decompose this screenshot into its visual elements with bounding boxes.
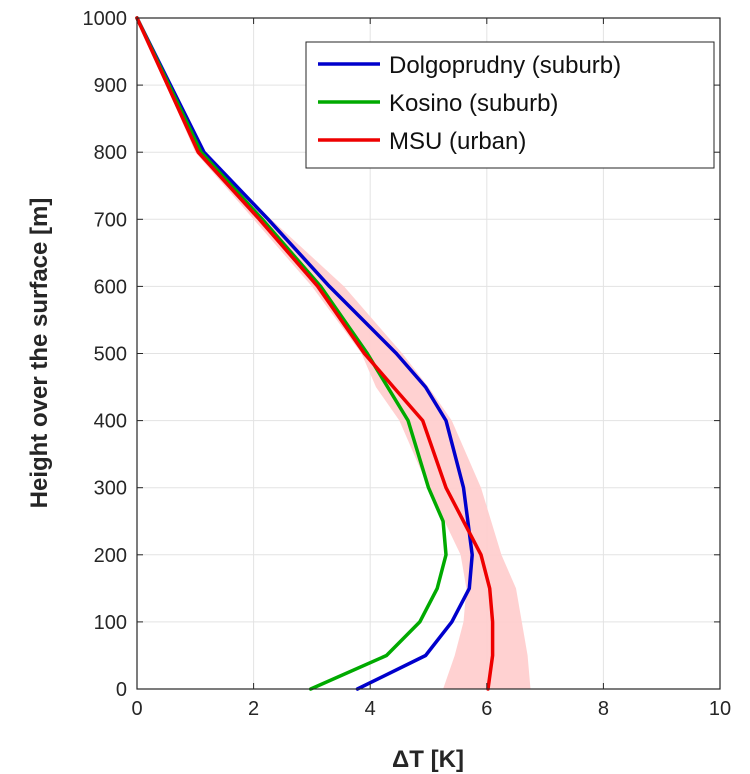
x-tick-label: 2 [248,698,259,720]
y-tick-label: 400 [94,411,127,433]
series-line-dolgoprudny-suburb [135,16,474,691]
series-line-kosino-suburb [135,16,448,691]
y-tick-label: 300 [94,478,127,500]
x-tick-label: 10 [709,698,731,720]
y-tick-labels: 0 100 200 300 400 500 600 700 800 900 1000 [83,8,128,701]
y-tick-label: 700 [94,209,127,231]
tick-marks [136,17,721,690]
y-tick-label: 0 [116,679,127,701]
x-tick-label: 6 [481,698,492,720]
series-line-msu-urban [135,16,495,691]
y-tick-label: 100 [94,612,127,634]
x-tick-label: 4 [365,698,376,720]
y-tick-label: 1000 [83,8,128,30]
y-axis-title: Height over the surface [m] [26,198,53,509]
y-tick-label: 800 [94,142,127,164]
y-tick-label: 200 [94,545,127,567]
legend-label-dolgoprudny-suburb: Dolgoprudny (suburb) [389,52,621,79]
y-tick-label: 600 [94,276,127,298]
legend-label-msu-urban: MSU (urban) [389,128,526,155]
x-axis-title: ΔT [K] [392,746,464,773]
y-tick-label: 900 [94,75,127,97]
x-tick-label: 0 [131,698,142,720]
legend-label-kosino-suburb: Kosino (suburb) [389,90,558,117]
series-layer [135,16,495,691]
y-tick-label: 500 [94,344,127,366]
x-tick-label: 8 [598,698,609,720]
legend: Dolgoprudny (suburb) Kosino (suburb) MSU (… [305,41,715,169]
x-tick-labels: 0 2 4 6 8 10 [131,698,731,720]
